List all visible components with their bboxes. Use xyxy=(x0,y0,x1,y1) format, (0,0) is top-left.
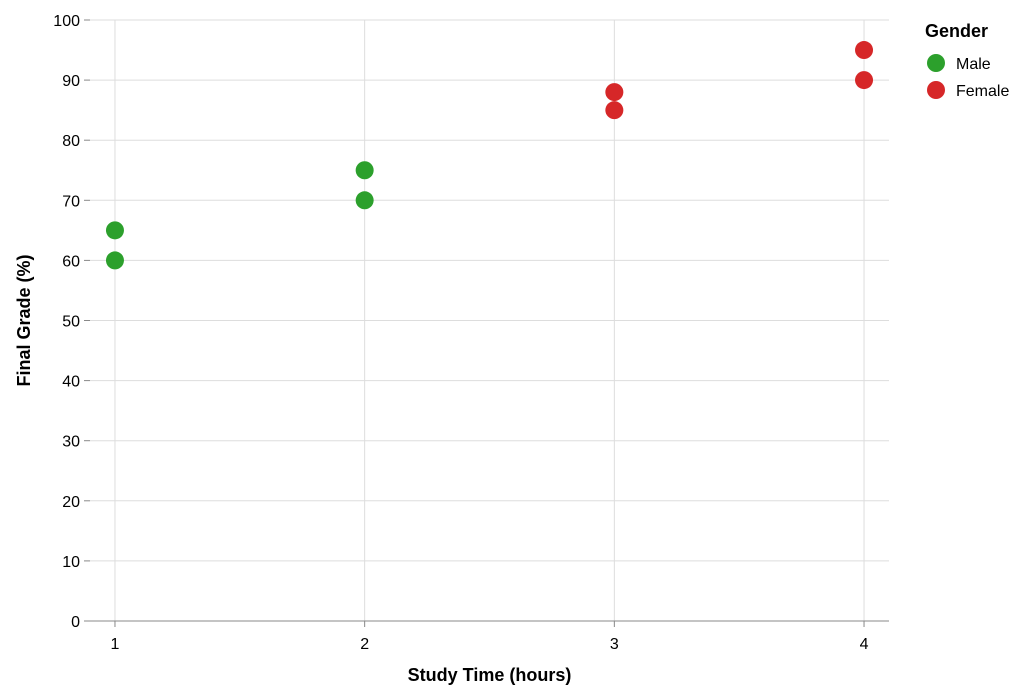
y-tick-label: 20 xyxy=(62,494,80,511)
x-tick-label: 4 xyxy=(860,636,869,653)
legend-swatch xyxy=(927,81,945,99)
axes: 0 10 20 30 40 50 60 70 80 90 100 1 2 3 4 xyxy=(53,13,889,653)
x-axis-title: Study Time (hours) xyxy=(408,665,572,685)
legend-swatch xyxy=(927,54,945,72)
y-tick-label: 50 xyxy=(62,314,80,331)
data-point xyxy=(105,251,124,270)
legend-entries: Male Female xyxy=(927,54,1009,100)
legend-title: Gender xyxy=(925,21,988,41)
y-axis-title: Final Grade (%) xyxy=(14,254,34,386)
legend: Gender Male Female xyxy=(925,21,1009,100)
y-tick-label: 30 xyxy=(62,434,80,451)
data-point xyxy=(105,221,124,240)
x-tick-label: 1 xyxy=(111,636,120,653)
y-tick-label: 80 xyxy=(62,133,80,150)
data-point xyxy=(855,41,874,60)
data-point xyxy=(605,101,624,120)
legend-label: Female xyxy=(956,83,1009,100)
data-points xyxy=(105,41,874,270)
legend-label: Male xyxy=(956,56,991,73)
x-tick-label: 3 xyxy=(610,636,619,653)
y-tick-label: 40 xyxy=(62,374,80,391)
x-tick-label: 2 xyxy=(360,636,369,653)
data-point xyxy=(605,83,624,102)
y-tick-label: 0 xyxy=(71,614,80,631)
y-tick-label: 90 xyxy=(62,73,80,90)
y-tick-label: 10 xyxy=(62,554,80,571)
y-tick-label: 60 xyxy=(62,253,80,270)
data-point xyxy=(355,191,374,210)
y-tick-label: 100 xyxy=(53,13,80,30)
data-point xyxy=(855,71,874,90)
grid xyxy=(90,19,889,622)
y-tick-label: 70 xyxy=(62,193,80,210)
data-point xyxy=(355,161,374,180)
